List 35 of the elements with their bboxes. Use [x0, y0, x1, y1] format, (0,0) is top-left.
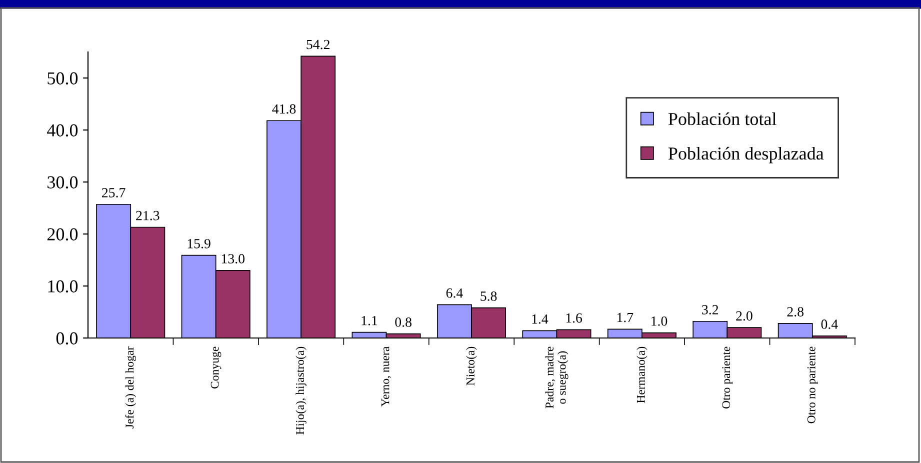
data-label: 6.4: [446, 288, 463, 298]
data-label: 1.7: [617, 312, 634, 322]
data-label: 3.2: [702, 305, 718, 314]
data-label: 2.0: [736, 311, 752, 321]
data-label: 1.0: [652, 316, 668, 326]
x-tick-label: Jefe (a) del hogar: [125, 346, 136, 428]
y-tick-label: 30.0: [48, 176, 78, 189]
data-label: 0.4: [821, 320, 838, 329]
x-tick-label: Nieto(a): [466, 346, 477, 386]
data-label: 1.4: [532, 314, 548, 324]
data-label: 13.0: [222, 254, 244, 264]
x-tick-label: Hermano(a): [636, 346, 648, 404]
data-label: 25.7: [102, 188, 126, 198]
legend-label: Población desplazada: [668, 146, 824, 164]
y-tick-label: 40.0: [47, 124, 78, 137]
x-tick-label: Yerno, nuera: [381, 346, 391, 407]
y-tick-label: 50.0: [48, 72, 78, 85]
data-label: 15.9: [188, 239, 210, 248]
x-tick-label: Conyuge: [210, 346, 222, 388]
y-tick-label: 20.0: [47, 228, 78, 241]
y-tick-label: 0.0: [56, 332, 78, 345]
data-label: 5.8: [480, 291, 497, 301]
x-tick-label: Padre, madre o suegro(a): [545, 346, 568, 408]
data-label: 2.8: [787, 307, 804, 317]
data-label: 0.8: [395, 317, 412, 327]
legend-label: Población total: [668, 112, 776, 126]
data-label: 21.3: [136, 210, 160, 220]
x-tick-label: Otro no pariente: [807, 346, 818, 424]
y-tick-label: 10.0: [48, 280, 78, 293]
data-label: 54.2: [306, 40, 330, 50]
x-tick-label: Otro pariente: [722, 346, 733, 408]
data-label: 1.1: [362, 316, 378, 326]
data-label: 1.6: [566, 313, 582, 323]
x-tick-label: Hijo(a), hijastro(a): [296, 346, 306, 434]
data-label: 41.8: [272, 104, 296, 114]
